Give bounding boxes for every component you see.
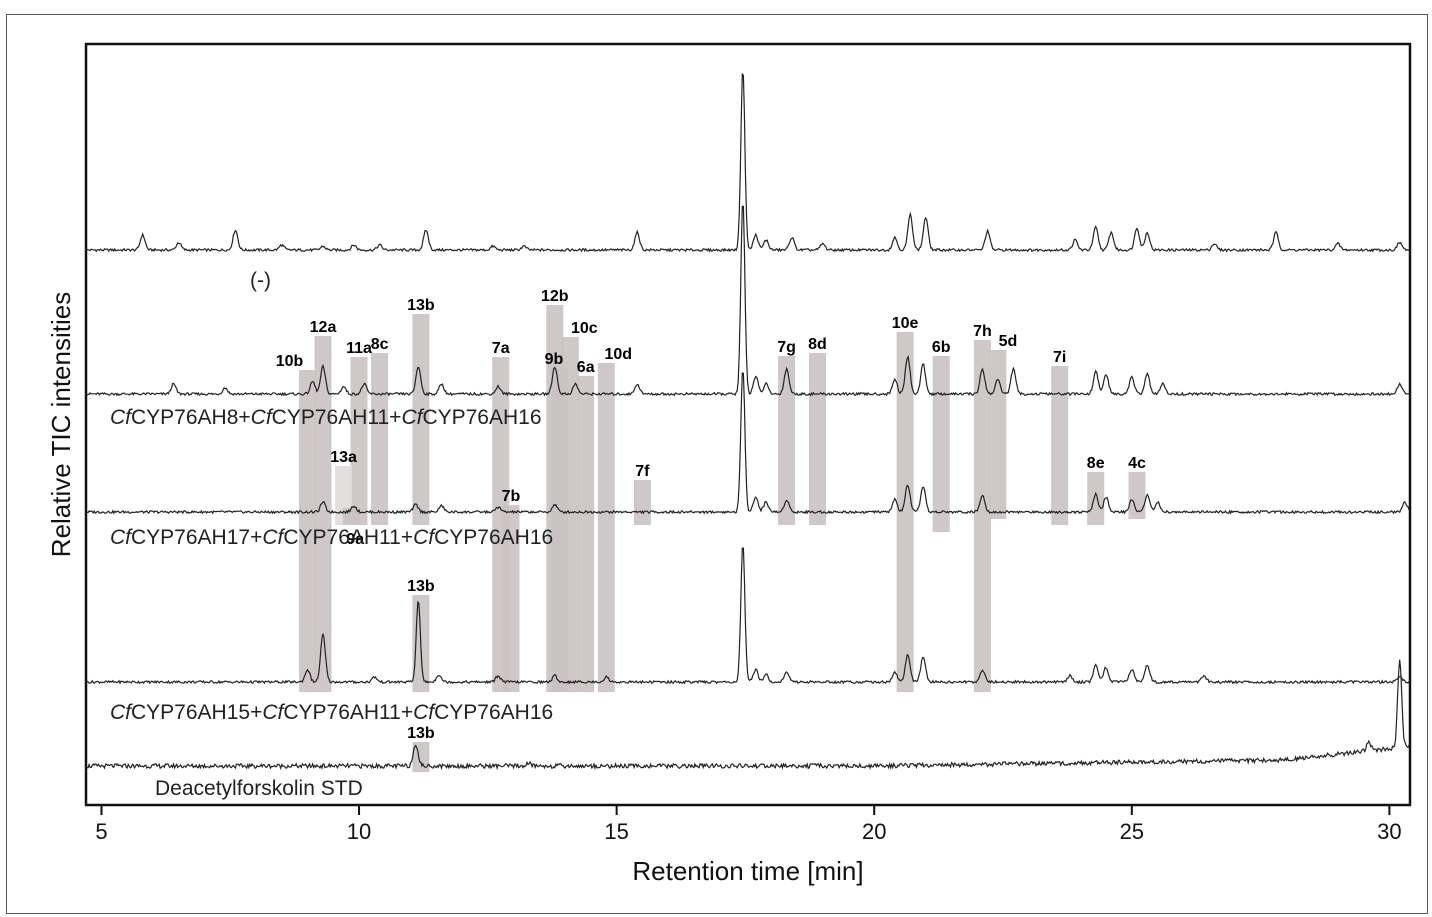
peak-band-7h: [973, 340, 991, 692]
x-tick-label-25: 25: [1120, 819, 1144, 844]
trace-label-1: (-): [250, 269, 271, 292]
peak-band-8d: [809, 353, 826, 525]
peak-band-6a: [577, 376, 595, 692]
peak-label-7h: 7h: [973, 323, 992, 340]
x-tick-label-30: 30: [1377, 819, 1401, 844]
peak-label-8e: 8e: [1087, 455, 1105, 472]
peak-label-12a: 12a: [310, 319, 337, 336]
peak-band-4c: [1128, 472, 1146, 519]
x-tick-label-15: 15: [604, 819, 628, 844]
peak-band-13b-2: [412, 314, 430, 525]
peak-label-8c: 8c: [371, 336, 389, 353]
peak-label-5d: 5d: [999, 333, 1018, 350]
peak-band-8e: [1087, 472, 1105, 525]
peak-band-7g: [778, 356, 796, 525]
peak-label-9a: 9a: [346, 531, 364, 548]
peak-band-6b: [932, 356, 950, 532]
trace-label-2: CfCYP76AH8+CfCYP76AH11+CfCYP76AH16: [110, 406, 542, 429]
trace-labels: (-) CfCYP76AH8+CfCYP76AH11+CfCYP76AH16 CfC…: [110, 269, 553, 800]
peak-label-7g: 7g: [777, 339, 796, 356]
trace-line-3: [85, 372, 1411, 515]
peak-band-7f: [633, 480, 651, 525]
peak-label-10d: 10d: [605, 346, 633, 363]
y-axis-title: Relative TIC intensities: [46, 292, 76, 557]
peak-band-7b: [502, 505, 520, 692]
peak-label-8d: 8d: [808, 336, 827, 353]
peak-label-6b: 6b: [932, 339, 951, 356]
peak-label-13b-2: 13b: [407, 297, 435, 314]
peak-label-10e: 10e: [892, 315, 919, 332]
peak-label-13b-5: 13b: [407, 725, 435, 742]
peak-label-11a: 11a: [346, 340, 372, 357]
peak-label-13b-4: 13b: [407, 578, 435, 595]
traces: [85, 73, 1411, 771]
trace-label-3: CfCYP76AH17+CfCYP76AH11+CfCYP76AH16: [110, 526, 553, 549]
peak-label-6a: 6a: [577, 359, 595, 376]
peak-band-10b: [299, 370, 316, 692]
trace-line-5: [85, 659, 1411, 771]
peak-label-13a: 13a: [330, 449, 357, 466]
trace-label-5: Deacetylforskolin STD: [155, 777, 363, 800]
trace-line-4: [85, 547, 1411, 685]
peak-band-12a: [314, 336, 332, 692]
trace-label-4: CfCYP76AH15+CfCYP76AH11+CfCYP76AH16: [110, 701, 553, 724]
peak-label-7b: 7b: [502, 488, 521, 505]
peak-band-7i: [1051, 366, 1069, 525]
peak-label-7f: 7f: [635, 463, 650, 480]
x-tick-label-10: 10: [347, 819, 371, 844]
peak-label-7i: 7i: [1053, 349, 1066, 366]
peak-band-13b-5: [412, 742, 430, 772]
x-axis: 5 10 15 20 25 30: [95, 805, 1402, 844]
trace-line-1: [85, 73, 1411, 253]
peak-label-10c: 10c: [571, 320, 598, 337]
peak-label-10b: 10b: [276, 353, 304, 370]
peak-band-10e: [896, 332, 914, 692]
peak-label-9b: 9b: [545, 351, 564, 368]
peak-band-10d: [597, 363, 615, 692]
peak-bands: [299, 305, 1146, 772]
peak-label-12b: 12b: [541, 288, 569, 305]
x-tick-label-5: 5: [95, 819, 107, 844]
trace-line-2: [85, 205, 1411, 397]
peak-band-8c: [371, 353, 389, 525]
peak-band-5d: [989, 350, 1007, 519]
peak-label-4c: 4c: [1128, 455, 1146, 472]
peak-band-11a: [350, 357, 368, 525]
figure-border: [6, 14, 1428, 914]
plot-area: [84, 42, 1412, 807]
peak-band-10c: [561, 337, 579, 692]
x-tick-label-20: 20: [862, 819, 886, 844]
x-axis-title: Retention time [min]: [632, 856, 863, 886]
peak-label-7a: 7a: [492, 340, 510, 357]
